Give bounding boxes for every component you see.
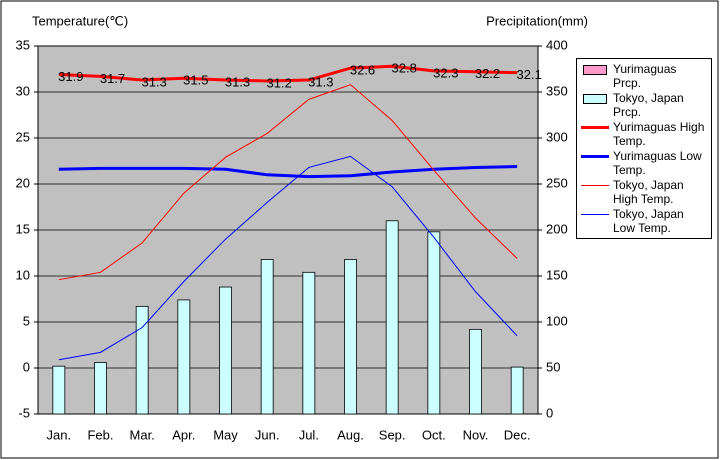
y-tick-label: 25 xyxy=(16,129,30,144)
x-tick-label: Jul. xyxy=(299,427,319,442)
data-label: 31.7 xyxy=(100,71,125,86)
y-tick-label: 15 xyxy=(16,221,30,236)
bar xyxy=(302,271,316,415)
bar xyxy=(385,220,399,415)
y-tick-label: -5 xyxy=(18,405,30,420)
x-tick-label: Feb. xyxy=(87,427,113,442)
bar xyxy=(219,286,232,415)
legend-label: Tokyo, Japan High Temp. xyxy=(613,178,684,206)
x-tick-label: Jan. xyxy=(47,427,72,442)
line xyxy=(58,155,518,361)
line xyxy=(58,165,518,179)
x-tick-label: Mar. xyxy=(130,427,155,442)
y2-tick-label: 350 xyxy=(546,83,568,98)
data-label: 31.5 xyxy=(183,73,208,88)
data-label: 32.3 xyxy=(433,65,458,80)
legend-swatch xyxy=(581,178,609,192)
y2-tick-label: 0 xyxy=(546,405,553,420)
legend-label: Yurimaguas High Temp. xyxy=(613,120,705,148)
legend-label: Tokyo, Japan Low Temp. xyxy=(613,207,684,235)
data-label: 31.2 xyxy=(267,75,292,90)
legend-swatch xyxy=(581,62,609,76)
x-tick-label: Aug. xyxy=(337,427,364,442)
data-label: 31.9 xyxy=(58,69,83,84)
bar xyxy=(260,259,274,415)
y2-tick-label: 400 xyxy=(546,37,568,52)
legend-item: Yurimaguas Prcp. xyxy=(577,62,711,90)
legend-swatch xyxy=(581,207,609,221)
data-label: 32.6 xyxy=(350,63,375,78)
data-label: 32.2 xyxy=(475,66,500,81)
data-label: 31.3 xyxy=(225,74,250,89)
y2-tick-label: 100 xyxy=(546,313,568,328)
x-tick-label: Jun. xyxy=(255,427,280,442)
bar xyxy=(52,365,66,415)
y-tick-label: 10 xyxy=(16,267,30,282)
y2-tick-label: 300 xyxy=(546,129,568,144)
legend-item: Tokyo, Japan Low Temp. xyxy=(577,207,711,235)
line xyxy=(58,84,518,281)
legend-label: Tokyo, Japan Prcp. xyxy=(613,91,684,119)
y-tick-label: 30 xyxy=(16,83,30,98)
y-tick-label: 20 xyxy=(16,175,30,190)
line xyxy=(58,64,518,83)
legend-label: Yurimaguas Low Temp. xyxy=(613,149,702,177)
bar xyxy=(510,366,524,415)
bar xyxy=(427,231,441,415)
x-tick-label: Oct. xyxy=(422,427,446,442)
legend: Yurimaguas Prcp. Tokyo, Japan Prcp. Yurima… xyxy=(576,58,712,239)
data-label: 32.1 xyxy=(517,67,542,82)
y2-axis-label: Precipitation(mm) xyxy=(486,13,588,28)
y2-tick-label: 200 xyxy=(546,221,568,236)
legend-item: Yurimaguas Low Temp. xyxy=(577,149,711,177)
legend-swatch xyxy=(581,91,609,105)
y-tick-label: 35 xyxy=(16,37,30,52)
data-label: 31.3 xyxy=(308,74,333,89)
legend-swatch xyxy=(581,120,609,134)
y2-tick-label: 50 xyxy=(546,359,560,374)
bar xyxy=(135,305,149,415)
y2-tick-label: 150 xyxy=(546,267,568,282)
x-tick-label: Apr. xyxy=(172,427,195,442)
data-label: 32.8 xyxy=(392,61,417,76)
y-axis-label: Temperature(℃) xyxy=(32,13,128,28)
bar xyxy=(344,259,357,415)
bar xyxy=(94,362,107,415)
bar xyxy=(469,328,482,415)
legend-swatch xyxy=(581,149,609,163)
legend-item: Yurimaguas High Temp. xyxy=(577,120,711,148)
x-tick-label: Dec. xyxy=(504,427,531,442)
x-tick-label: May xyxy=(213,427,238,442)
bar xyxy=(177,299,191,415)
data-label: 31.3 xyxy=(142,74,167,89)
y-tick-label: 0 xyxy=(23,359,30,374)
legend-label: Yurimaguas Prcp. xyxy=(613,62,677,90)
x-tick-label: Sep. xyxy=(379,427,406,442)
y2-tick-label: 250 xyxy=(546,175,568,190)
y-tick-label: 5 xyxy=(23,313,30,328)
legend-item: Tokyo, Japan High Temp. xyxy=(577,178,711,206)
x-tick-label: Nov. xyxy=(463,427,489,442)
legend-item: Tokyo, Japan Prcp. xyxy=(577,91,711,119)
